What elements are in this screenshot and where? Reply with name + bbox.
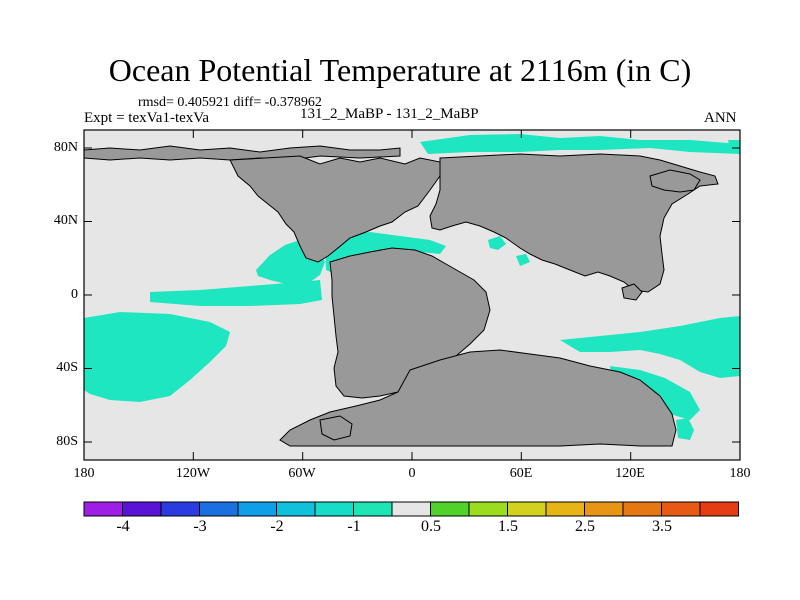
colorbar-label: -3 — [193, 518, 207, 535]
anomaly-arctic-small — [728, 140, 740, 148]
land-greenland-arm — [649, 169, 701, 193]
lat-label-80n: 80N — [53, 140, 78, 155]
colorbar — [83, 501, 739, 517]
colorbar-box — [661, 501, 701, 517]
colorbar-box — [160, 501, 200, 517]
colorbar-box — [430, 501, 470, 517]
anomaly-regions — [84, 134, 740, 440]
lon-label-60w: 60W — [288, 466, 316, 481]
colorbar-label: -4 — [116, 518, 130, 535]
colorbar-box — [545, 501, 585, 517]
colorbar-box — [622, 501, 662, 517]
land-small-island — [621, 283, 643, 301]
colorbar-box — [122, 501, 162, 517]
anomaly-med-east — [488, 236, 506, 250]
colorbar-label: 2.5 — [575, 518, 595, 535]
colorbar-box — [507, 501, 547, 517]
lon-label-0: 0 — [408, 466, 416, 481]
colorbar-label: 0.5 — [421, 518, 441, 535]
colorbar-box — [199, 501, 239, 517]
stats-text: rmsd= 0.405921 diff= -0.378962 — [138, 95, 322, 110]
case-label: 131_2_MaBP - 131_2_MaBP — [300, 106, 479, 122]
season-label: ANN — [704, 110, 737, 126]
colorbar-label: 3.5 — [652, 518, 672, 535]
colorbar-box — [314, 501, 354, 517]
lon-label-60e: 60E — [509, 466, 533, 481]
lon-label-180w: 180 — [73, 466, 95, 481]
colorbar-box — [353, 501, 393, 517]
plot-title: Ocean Potential Temperature at 2116m (in… — [108, 52, 692, 88]
anomaly-arctic — [420, 134, 740, 154]
anomaly-south-tip — [676, 418, 694, 440]
axis-ticks — [83, 130, 741, 460]
lat-label-40n: 40N — [53, 213, 78, 228]
land-antarctica — [279, 349, 677, 447]
anomaly-indian-east — [560, 316, 740, 378]
colorbar-box — [237, 501, 277, 517]
anomaly-med-east2 — [516, 254, 530, 266]
colorbar-box — [699, 501, 739, 517]
anomaly-south-pacific — [84, 312, 230, 402]
lat-label-80s: 80S — [56, 434, 78, 449]
lat-label-40s: 40S — [56, 360, 78, 375]
colorbar-label: -2 — [270, 518, 284, 535]
colorbar-label: 1.5 — [498, 518, 518, 535]
colorbar-box — [468, 501, 508, 517]
land-masses — [84, 145, 719, 447]
lon-label-120e: 120E — [615, 466, 645, 481]
colorbar-box — [391, 501, 431, 517]
land-arctic-strip — [84, 145, 401, 161]
colorbar-label: -1 — [347, 518, 361, 535]
lon-label-120w: 120W — [175, 466, 211, 481]
colorbar-box — [584, 501, 624, 517]
anomaly-tropical-band — [150, 280, 322, 306]
colorbar-box — [276, 501, 316, 517]
lon-label-180e: 180 — [729, 466, 751, 481]
experiment-label: Expt = texVa1-texVa — [84, 110, 210, 126]
colorbar-box — [83, 501, 123, 517]
land-north-west — [229, 155, 441, 263]
lat-label-0: 0 — [71, 287, 78, 302]
land-south-island — [319, 415, 353, 441]
